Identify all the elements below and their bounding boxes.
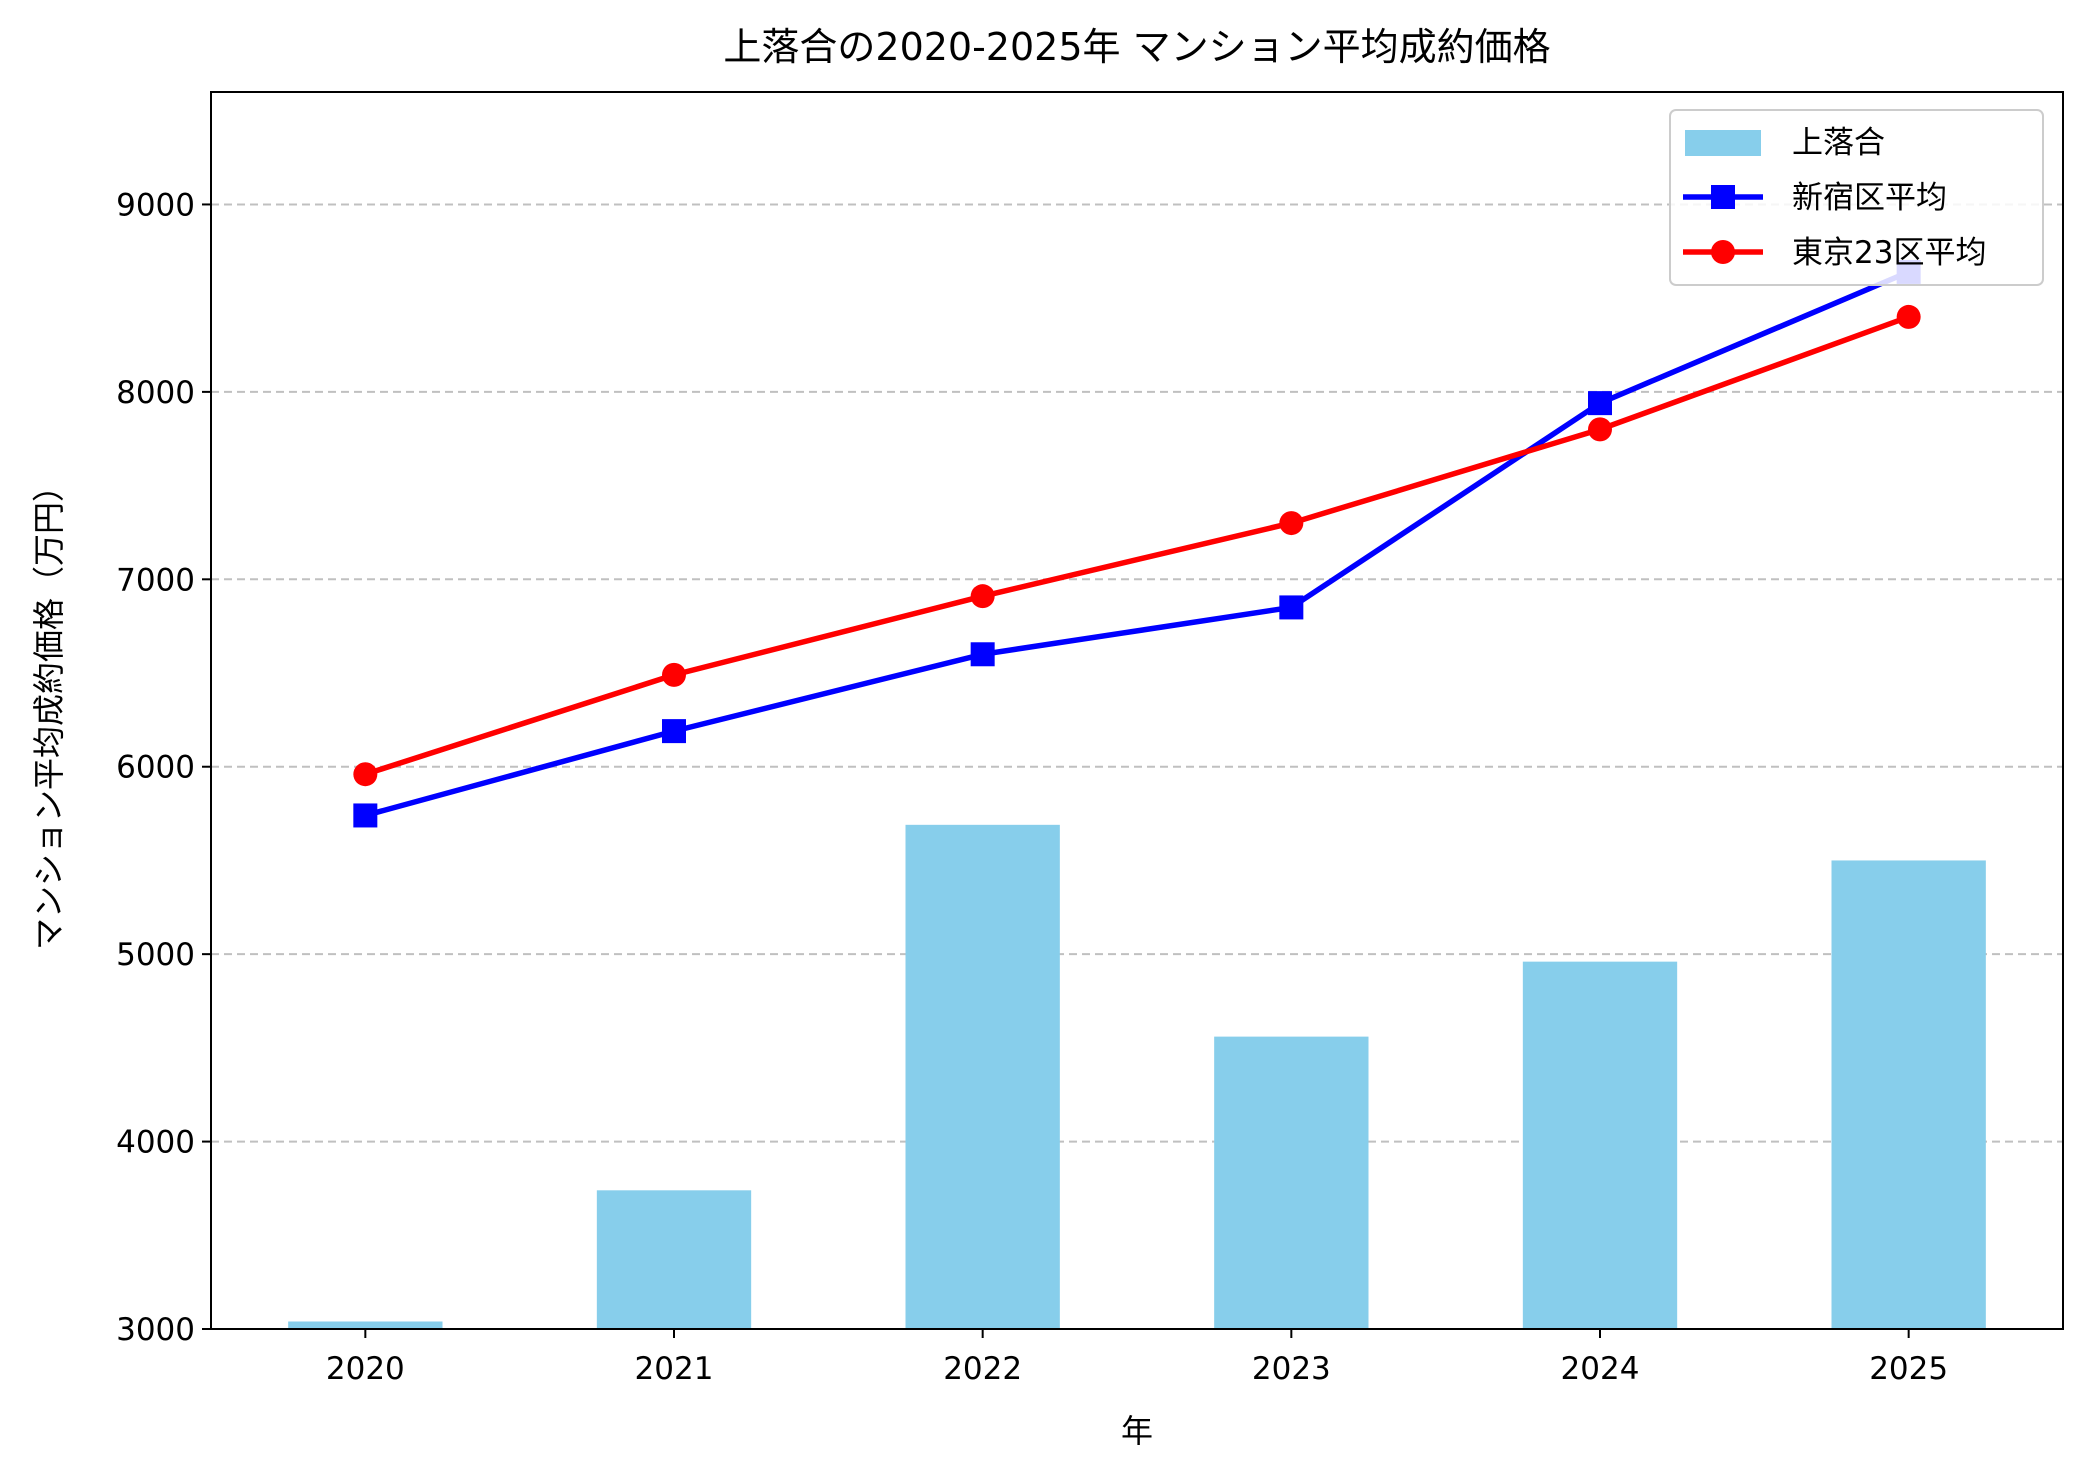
y-tick-label: 6000 [116,750,195,786]
bar [596,1190,752,1329]
bar [905,824,1060,1329]
data-point-square [1279,595,1304,620]
x-tick-label: 2020 [326,1351,405,1387]
bars [288,824,1986,1329]
y-tick-label: 3000 [116,1312,195,1348]
bar [1831,860,1986,1329]
lines [353,259,1921,828]
legend-box [1669,109,2044,286]
series-line [364,314,1910,777]
data-point-square [1588,391,1612,416]
x-tick-label: 2022 [943,1351,1022,1387]
data-point-square [353,803,378,828]
y-tick-label: 9000 [116,187,195,223]
legend-marker-circle [1711,240,1735,264]
y-tick-label: 4000 [116,1125,195,1161]
plot-frame [210,91,2064,1330]
legend-swatch [1685,130,1761,156]
legend-marker-square [1711,185,1735,209]
series-line [364,269,1910,819]
x-axis-label: 年 [1121,1412,1153,1450]
y-axis: 3000 4000 5000 6000 7000 8000 9000 [116,187,211,1348]
x-tick-label: 2024 [1561,1351,1640,1387]
y-tick-label: 5000 [116,937,195,973]
legend-label: 新宿区平均 [1792,180,1947,216]
y-axis-label: マンション平均成約価格（万円） [30,470,68,950]
data-point-square [662,719,686,744]
x-axis: 2020 2021 2022 2023 2024 2025 [326,1329,1948,1387]
chart-title: 上落合の2020-2025年 マンション平均成約価格 [723,25,1550,69]
legend-label: 上落合 [1792,125,1885,161]
data-point-circle [353,762,378,787]
bar [1522,961,1678,1329]
x-tick-label: 2021 [635,1351,714,1387]
legend-label: 東京23区平均 [1792,235,1986,271]
data-point-circle [662,662,686,687]
y-tick-label: 7000 [116,562,195,598]
data-point-circle [1588,417,1612,442]
data-point-circle [970,584,995,609]
y-tick-label: 8000 [116,375,195,411]
data-point-circle [1279,511,1304,536]
grid-lines [211,203,2063,1143]
data-point-square [970,642,995,667]
x-tick-label: 2025 [1869,1351,1948,1387]
data-point-circle [1896,304,1921,329]
bar [288,1321,443,1329]
bar [1214,1036,1369,1329]
x-tick-label: 2023 [1252,1351,1331,1387]
